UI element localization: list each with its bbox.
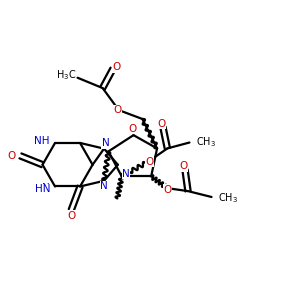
Text: N: N — [122, 169, 130, 178]
Text: O: O — [128, 124, 136, 134]
Text: O: O — [67, 211, 75, 221]
Text: CH$_3$: CH$_3$ — [218, 192, 238, 206]
Text: H$_3$C: H$_3$C — [56, 68, 76, 82]
Text: N: N — [42, 183, 50, 193]
Text: O: O — [146, 157, 154, 167]
Text: O: O — [112, 62, 121, 72]
Text: N: N — [100, 181, 108, 191]
Text: CH$_3$: CH$_3$ — [196, 136, 216, 149]
Text: O: O — [163, 184, 172, 195]
Text: O: O — [113, 105, 122, 115]
Text: HN: HN — [35, 184, 51, 194]
Text: N: N — [102, 138, 110, 148]
Text: NH: NH — [34, 136, 50, 146]
Text: O: O — [158, 119, 166, 129]
Text: O: O — [179, 161, 188, 171]
Text: O: O — [8, 151, 16, 161]
